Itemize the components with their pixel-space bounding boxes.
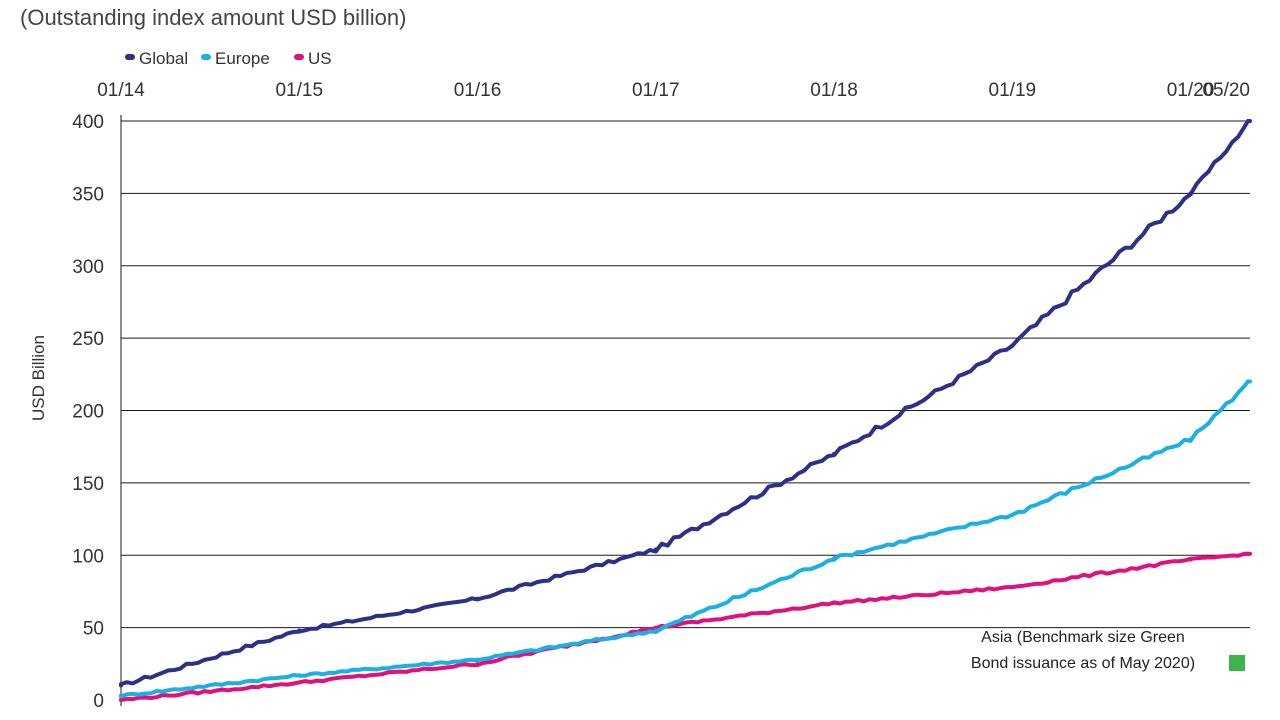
series-line-us (119, 551, 1250, 702)
x-tick-label-05-20: 05/20 (1202, 80, 1250, 101)
point-europe-01-19 (1010, 512, 1015, 517)
chart-subtitle: (Outstanding index amount USD billion) (20, 5, 406, 30)
y-tick-label-400: 400 (72, 112, 104, 133)
x-tick-label-01-18: 01/18 (810, 80, 858, 101)
point-us-01-16 (475, 661, 480, 666)
series-line-europe (119, 379, 1250, 699)
point-us-01-15 (297, 680, 302, 685)
point-us-05-20 (1248, 551, 1252, 556)
point-europe-01-18 (832, 556, 837, 561)
legend-swatch-europe (201, 54, 211, 60)
point-global-01-18 (832, 451, 837, 456)
asia-marker (1229, 655, 1245, 671)
legend-swatch-us (294, 54, 304, 60)
point-global-01-17 (653, 547, 658, 552)
x-tick-label-01-16: 01/16 (454, 80, 502, 101)
point-global-05-20 (1248, 119, 1252, 123)
point-europe-01-20 (1188, 437, 1193, 442)
point-europe-01-14 (119, 693, 123, 698)
y-axis-ticks: 0 50 100 150 200 250 300 350 400 (72, 112, 104, 712)
series-line-global (119, 119, 1250, 687)
point-us-01-18 (832, 601, 837, 606)
x-tick-label-01-20: 01/20 (1167, 80, 1215, 101)
series-lines (119, 119, 1252, 702)
point-global-01-20 (1188, 191, 1193, 196)
y-tick-label-50: 50 (83, 619, 104, 640)
y-tick-label-100: 100 (72, 546, 104, 567)
point-global-01-19 (1010, 343, 1015, 348)
y-tick-label-0: 0 (93, 691, 104, 712)
legend-item-global: Global (125, 49, 188, 68)
point-europe-01-15 (297, 673, 302, 678)
x-tick-label-01-19: 01/19 (989, 80, 1037, 101)
point-us-01-17 (653, 625, 658, 630)
asia-annotation-line-2: Bond issuance as of May 2020) (971, 655, 1195, 672)
y-gridlines (121, 120, 1250, 629)
legend-label-europe: Europe (215, 49, 270, 68)
point-europe-01-16 (475, 657, 480, 662)
legend-label-global: Global (139, 49, 188, 68)
y-tick-label-300: 300 (72, 257, 104, 278)
asia-annotation: Asia (Benchmark size Green Bond issuance… (971, 629, 1245, 672)
y-axis-label: USD Billion (29, 335, 48, 421)
legend-item-us: US (294, 49, 332, 68)
point-europe-01-17 (653, 628, 658, 633)
legend-item-europe: Europe (201, 49, 270, 68)
x-tick-label-01-15: 01/15 (275, 80, 323, 101)
legend-swatch-global (125, 54, 135, 60)
y-tick-label-250: 250 (72, 329, 104, 350)
point-us-01-20 (1188, 557, 1193, 562)
legend: Global Europe US (125, 49, 332, 68)
point-global-01-15 (297, 628, 302, 633)
point-global-01-14 (119, 683, 123, 688)
asia-annotation-line-1: Asia (Benchmark size Green (981, 629, 1185, 646)
legend-label-us: US (308, 49, 332, 68)
point-global-01-16 (475, 596, 480, 601)
y-tick-label-200: 200 (72, 402, 104, 423)
point-europe-05-20 (1248, 379, 1252, 384)
point-us-01-14 (119, 698, 123, 702)
y-tick-label-350: 350 (72, 184, 104, 205)
x-tick-label-01-17: 01/17 (632, 80, 680, 101)
point-us-01-19 (1010, 585, 1015, 590)
y-tick-label-150: 150 (72, 474, 104, 495)
x-tick-label-01-14: 01/14 (97, 80, 145, 101)
